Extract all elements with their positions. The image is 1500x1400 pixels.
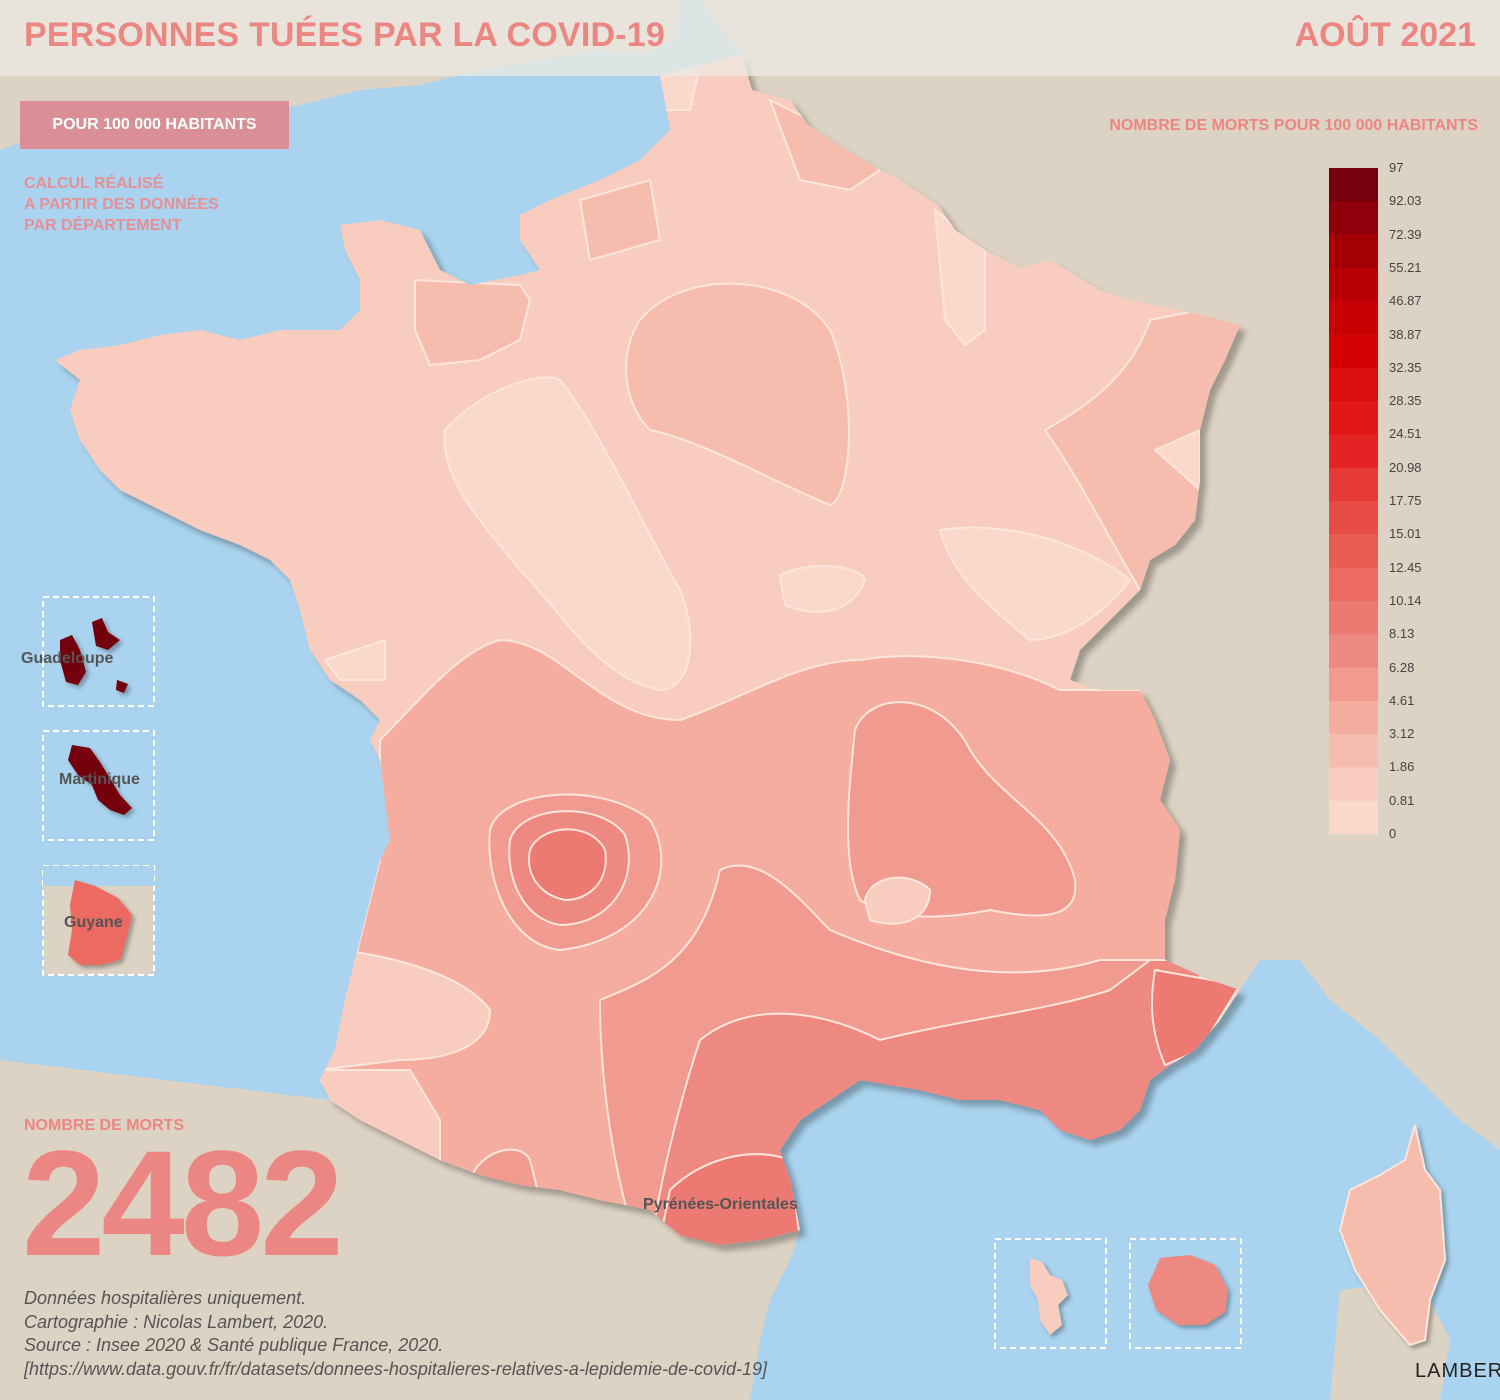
martinique-shape	[68, 745, 132, 815]
legend-swatch	[1329, 667, 1378, 702]
band-auvergne	[847, 701, 1077, 918]
legend-swatch	[1329, 534, 1378, 569]
deaths-total: 2482	[22, 1119, 344, 1287]
land-spain	[0, 1060, 800, 1400]
martinique-inset	[42, 730, 155, 841]
source-line: Données hospitalières uniquement.	[24, 1288, 307, 1308]
band-provence-dark	[1151, 968, 1240, 1067]
label-pyrenees-orientales: Pyrénées-Orientales	[643, 1196, 798, 1213]
legend-swatch	[1329, 301, 1378, 335]
legend-title: NOMBRE DE MORTS POUR 100 000 HABITANTS	[1109, 117, 1478, 134]
source-line: Source : Insee 2020 & Santé publique Fra…	[24, 1335, 444, 1355]
legend-break-label: 0.81	[1389, 792, 1415, 808]
source-line: [https://www.data.gouv.fr/fr/datasets/do…	[24, 1358, 768, 1379]
legend-swatch	[1329, 267, 1378, 302]
author-signature: LAMBERT	[1415, 1360, 1500, 1382]
legend-break-label: 55.21	[1389, 259, 1422, 275]
calculation-note: CALCUL RÉALISÉ A PARTIR DES DONNÉES PAR …	[24, 173, 219, 236]
legend-swatch	[1329, 734, 1378, 768]
band-burgundy-light	[778, 564, 867, 613]
band-alsace-light	[1153, 428, 1201, 493]
label-guyane: Guyane	[64, 914, 123, 931]
land-east	[700, 0, 1500, 1150]
legend-swatch	[1329, 367, 1378, 402]
band-east-center-light	[938, 526, 1132, 642]
legend-swatch	[1329, 800, 1378, 835]
calc-note-line: CALCUL RÉALISÉ	[24, 175, 164, 192]
legend-swatch	[1329, 467, 1378, 502]
legend-break-label: 32.35	[1389, 359, 1422, 375]
legend-break-label: 97	[1389, 160, 1404, 175]
date-label: AOÛT 2021	[1294, 16, 1476, 54]
source-notes: Données hospitalières uniquement. Cartog…	[24, 1287, 767, 1381]
legend-swatch	[1329, 501, 1378, 535]
legend-swatch	[1329, 201, 1378, 236]
legend-break-label: 0	[1389, 826, 1397, 841]
band-light-west	[443, 376, 692, 692]
legend-break-label: 10.14	[1389, 592, 1422, 608]
reunion-inset	[1129, 1238, 1242, 1349]
guadeloupe-inset	[42, 596, 155, 707]
label-martinique: Martinique	[59, 771, 140, 788]
calc-note-line: A PARTIR DES DONNÉES	[24, 196, 219, 213]
mayotte-shape	[1030, 1258, 1068, 1335]
guyane-shape	[68, 880, 132, 965]
legend-swatch	[1329, 700, 1378, 735]
legend-break-label: 15.01	[1389, 526, 1422, 542]
legend-break-label: 4.61	[1389, 692, 1415, 708]
band-picardie	[578, 178, 662, 262]
band-vendee-light	[323, 638, 386, 681]
reunion-shape	[1148, 1255, 1228, 1325]
legend-swatch	[1329, 634, 1378, 668]
corsica	[1338, 1124, 1447, 1347]
legend-break-label: 1.86	[1389, 759, 1415, 775]
legend-break-label: 92.03	[1389, 193, 1422, 209]
band-auvergne-light	[863, 876, 932, 925]
legend-swatch	[1329, 767, 1378, 802]
legend-break-label: 20.98	[1389, 459, 1422, 475]
legend-swatch	[1329, 434, 1378, 469]
legend-break-label: 3.12	[1389, 726, 1415, 742]
legend-break-label: 24.51	[1389, 426, 1422, 442]
legend-break-label: 8.13	[1389, 626, 1415, 642]
title-bar	[0, 0, 1500, 76]
band-landes-light	[318, 948, 492, 1072]
legend-break-label: 12.45	[1389, 559, 1422, 575]
mayotte-inset	[994, 1238, 1107, 1349]
legend-swatch	[1329, 334, 1378, 369]
legend-swatch	[1329, 600, 1378, 635]
legend-break-label: 17.75	[1389, 493, 1422, 508]
legend-break-label: 6.28	[1389, 659, 1415, 675]
legend-swatch	[1329, 401, 1378, 435]
legend-swatch	[1329, 168, 1378, 202]
legend-break-label: 38.87	[1389, 326, 1422, 342]
source-line: Cartographie : Nicolas Lambert, 2020.	[24, 1311, 329, 1332]
legend-swatch	[1329, 567, 1378, 602]
legend-ramp	[1329, 168, 1378, 835]
guadeloupe-shape	[60, 618, 128, 693]
legend-break-label: 28.35	[1389, 393, 1422, 409]
per-100k-badge: POUR 100 000 HABITANTS	[20, 101, 289, 149]
legend-break-label: 72.39	[1389, 226, 1422, 242]
legend-break-label: 46.87	[1389, 293, 1422, 309]
band-north-center	[625, 282, 850, 507]
page-title: PERSONNES TUÉES PAR LA COVID-19	[24, 16, 665, 54]
label-guadeloupe: Guadeloupe	[21, 650, 114, 667]
band-limousin-center	[528, 828, 607, 902]
legend-swatch	[1329, 234, 1378, 269]
calc-note-line: PAR DÉPARTEMENT	[24, 217, 182, 234]
band-normandy	[414, 278, 532, 367]
deaths-label: NOMBRE DE MORTS	[24, 1117, 184, 1134]
